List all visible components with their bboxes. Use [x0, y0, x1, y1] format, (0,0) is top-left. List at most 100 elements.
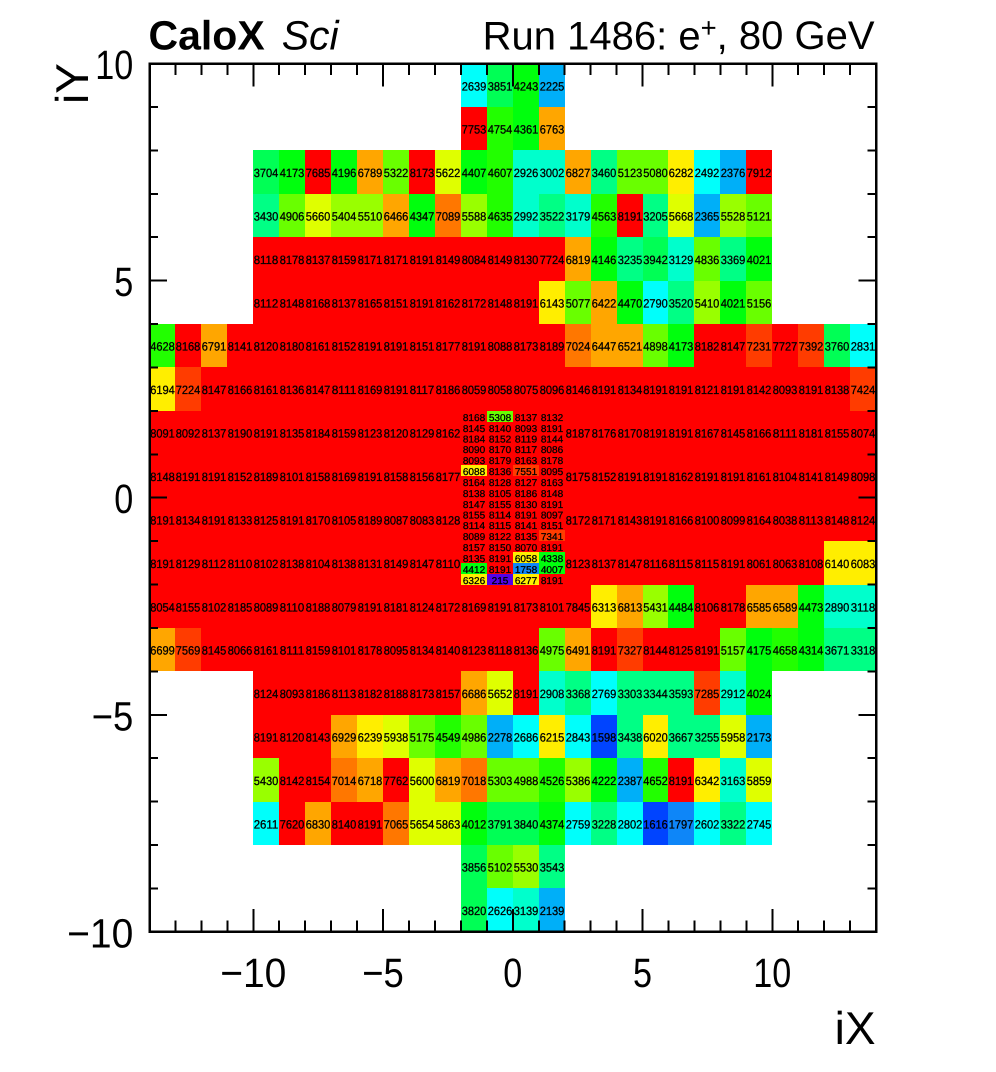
svg-text:8105: 8105 [489, 489, 512, 500]
svg-text:8191: 8191 [280, 514, 305, 528]
svg-text:8168: 8168 [306, 297, 331, 311]
svg-text:8095: 8095 [384, 644, 409, 658]
svg-text:3438: 3438 [618, 731, 643, 745]
svg-text:2802: 2802 [618, 818, 643, 832]
svg-text:5622: 5622 [436, 166, 461, 180]
svg-text:8122: 8122 [489, 532, 511, 543]
svg-text:8134: 8134 [176, 514, 201, 528]
svg-text:8191: 8191 [202, 470, 227, 484]
svg-text:8099: 8099 [721, 514, 746, 528]
svg-text:6143: 6143 [540, 297, 565, 311]
svg-text:8176: 8176 [592, 427, 617, 441]
svg-text:6830: 6830 [306, 818, 331, 832]
svg-text:5386: 5386 [566, 774, 591, 788]
svg-text:8147: 8147 [618, 557, 643, 571]
svg-text:7845: 7845 [566, 601, 591, 615]
svg-text:6326: 6326 [463, 576, 486, 587]
svg-text:8155: 8155 [463, 511, 486, 522]
svg-text:8059: 8059 [462, 383, 487, 397]
svg-text:8128: 8128 [436, 514, 461, 528]
svg-text:6313: 6313 [592, 601, 617, 615]
svg-text:8138: 8138 [280, 557, 305, 571]
svg-text:8115: 8115 [695, 557, 720, 571]
svg-text:8108: 8108 [799, 557, 824, 571]
svg-text:8169: 8169 [358, 383, 383, 397]
svg-text:8120: 8120 [254, 340, 279, 354]
svg-text:8164: 8164 [747, 514, 772, 528]
svg-text:8191: 8191 [643, 470, 668, 484]
svg-text:3344: 3344 [643, 687, 668, 701]
svg-text:8137: 8137 [592, 557, 617, 571]
svg-text:8087: 8087 [384, 514, 409, 528]
svg-text:7018: 7018 [462, 774, 487, 788]
svg-text:8101: 8101 [332, 644, 357, 658]
svg-text:6447: 6447 [592, 340, 617, 354]
svg-text:5303: 5303 [488, 774, 513, 788]
svg-text:8096: 8096 [540, 383, 565, 397]
svg-text:8172: 8172 [462, 297, 487, 311]
svg-text:8173: 8173 [514, 340, 539, 354]
svg-text:8184: 8184 [306, 427, 331, 441]
svg-text:8172: 8172 [436, 601, 461, 615]
svg-text:8123: 8123 [566, 557, 591, 571]
svg-text:iY: iY [46, 63, 98, 104]
svg-text:8066: 8066 [228, 644, 253, 658]
svg-text:4836: 4836 [695, 253, 720, 267]
svg-text:8191: 8191 [721, 557, 746, 571]
svg-text:8144: 8144 [643, 644, 668, 658]
svg-text:8129: 8129 [410, 427, 435, 441]
svg-text:4021: 4021 [747, 253, 772, 267]
svg-text:8138: 8138 [332, 557, 357, 571]
svg-text:8124: 8124 [254, 687, 279, 701]
svg-text:7024: 7024 [566, 340, 591, 354]
svg-text:−10: −10 [67, 910, 133, 956]
svg-text:1598: 1598 [592, 731, 617, 745]
svg-text:8171: 8171 [592, 514, 617, 528]
svg-text:8149: 8149 [384, 557, 409, 571]
svg-text:5510: 5510 [358, 210, 383, 224]
svg-text:4412: 4412 [463, 565, 485, 576]
svg-text:8173: 8173 [410, 166, 435, 180]
svg-text:2912: 2912 [721, 687, 746, 701]
svg-text:8123: 8123 [462, 644, 487, 658]
svg-text:3460: 3460 [592, 166, 617, 180]
svg-text:3942: 3942 [643, 253, 668, 267]
svg-text:8178: 8178 [358, 644, 383, 658]
svg-text:8168: 8168 [176, 340, 201, 354]
svg-text:8170: 8170 [489, 445, 512, 456]
svg-text:4407: 4407 [462, 166, 487, 180]
svg-text:8191: 8191 [643, 427, 668, 441]
svg-text:6491: 6491 [566, 644, 591, 658]
svg-text:4007: 4007 [541, 565, 563, 576]
svg-text:4754: 4754 [488, 123, 513, 137]
svg-text:3129: 3129 [669, 253, 694, 267]
svg-text:8112: 8112 [202, 557, 227, 571]
svg-text:3522: 3522 [540, 210, 565, 224]
svg-text:4173: 4173 [669, 340, 694, 354]
svg-text:8079: 8079 [332, 601, 357, 615]
svg-text:8117: 8117 [410, 383, 435, 397]
svg-text:6422: 6422 [592, 297, 617, 311]
svg-text:3179: 3179 [566, 210, 591, 224]
svg-text:3235: 3235 [618, 253, 643, 267]
svg-text:8130: 8130 [514, 253, 539, 267]
svg-text:1797: 1797 [669, 818, 694, 832]
svg-text:8093: 8093 [280, 687, 305, 701]
svg-text:5121: 5121 [747, 210, 772, 224]
svg-text:6763: 6763 [540, 123, 565, 137]
svg-text:6342: 6342 [695, 774, 720, 788]
svg-text:8157: 8157 [463, 543, 485, 554]
svg-text:5157: 5157 [721, 644, 746, 658]
svg-text:8149: 8149 [488, 253, 513, 267]
svg-text:2173: 2173 [747, 731, 772, 745]
svg-text:5654: 5654 [410, 818, 435, 832]
svg-text:8104: 8104 [773, 470, 798, 484]
svg-text:5322: 5322 [384, 166, 409, 180]
svg-text:4347: 4347 [410, 210, 435, 224]
svg-text:4470: 4470 [618, 297, 643, 311]
svg-text:8095: 8095 [541, 467, 564, 478]
svg-text:8135: 8135 [515, 532, 538, 543]
svg-text:8120: 8120 [280, 731, 305, 745]
svg-text:5588: 5588 [462, 210, 487, 224]
